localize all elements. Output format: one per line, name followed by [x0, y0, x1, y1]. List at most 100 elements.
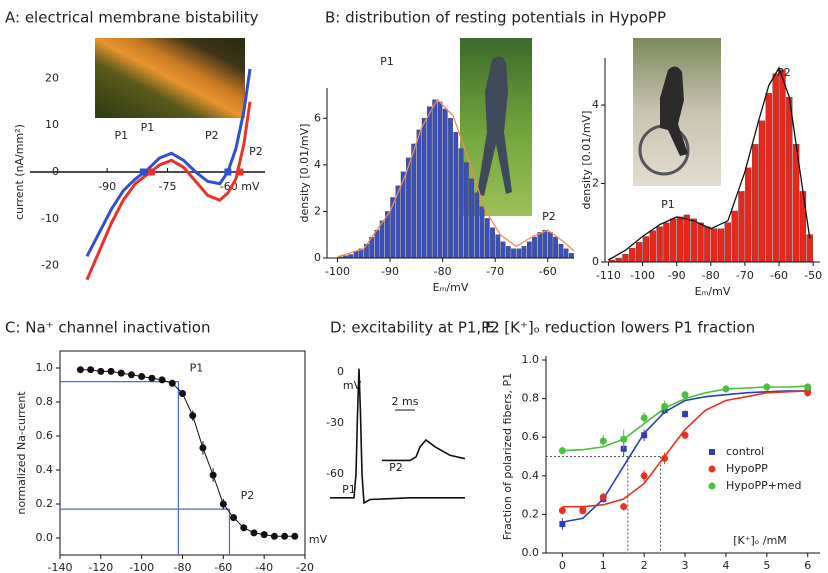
legend-label: HypoPP: [726, 462, 768, 475]
point: [230, 514, 238, 522]
bar: [635, 242, 643, 263]
y-axis-label: density [0.01/mV]: [580, 111, 593, 210]
bar: [500, 241, 506, 259]
fixed-point: [224, 168, 232, 176]
bar: [779, 69, 786, 263]
y-tick-label: 0: [592, 255, 599, 268]
annotation: P1: [661, 198, 675, 211]
x-tick-label: -75: [159, 180, 177, 193]
point: [804, 389, 812, 397]
bar: [717, 228, 725, 263]
fixed-point-label: P2: [249, 145, 263, 158]
x-tick-label: 0: [559, 559, 566, 572]
bar: [463, 162, 469, 259]
bar: [348, 254, 354, 259]
point: [763, 383, 771, 391]
x-tick-label: -50: [804, 269, 822, 282]
point: [558, 507, 566, 515]
y-tick-label: 4: [592, 98, 599, 111]
bar: [484, 218, 490, 259]
bar: [786, 97, 793, 263]
y-axis-label: density [0.01/mV]: [298, 124, 311, 223]
bar: [676, 216, 684, 263]
y-tick-label: 0.6: [522, 430, 540, 443]
x-axis-label: [K⁺]ₒ /mM: [733, 534, 787, 547]
x-tick-label: -100: [129, 561, 154, 573]
point: [148, 374, 156, 382]
legend-marker: [708, 482, 716, 490]
bar: [427, 106, 432, 259]
y-tick-label: 0.8: [36, 395, 54, 408]
y-tick-label: 4: [314, 158, 321, 171]
point: [682, 411, 689, 418]
bar: [490, 227, 495, 259]
point: [270, 532, 278, 540]
photo-figure: [477, 56, 512, 196]
curve: [85, 68, 252, 257]
fixed-point-label: P2: [205, 129, 219, 142]
point: [219, 500, 227, 508]
point: [291, 532, 299, 540]
point: [250, 529, 258, 537]
point: [661, 402, 669, 410]
voltage-trace: [330, 368, 465, 505]
bar: [806, 234, 813, 263]
x-axis-label: Eₘ/mV: [695, 285, 731, 298]
point: [97, 367, 105, 375]
point: [189, 412, 197, 420]
y-tick-label: 0: [314, 251, 321, 264]
bar: [421, 118, 427, 259]
x-tick-label: -90: [98, 180, 116, 193]
y-tick-label: -10: [41, 212, 59, 225]
x-tick-label: -70: [486, 265, 504, 278]
bar: [526, 241, 532, 259]
y-axis-label: Fraction of polarized fibers, P1: [501, 373, 514, 540]
y-tick-label: 0.2: [36, 497, 54, 510]
point: [260, 531, 268, 539]
bar: [738, 191, 745, 263]
point: [641, 432, 648, 439]
point: [559, 521, 566, 528]
panel-title: E: [K⁺]ₒ reduction lowers P1 fraction: [485, 319, 755, 337]
bar: [453, 132, 459, 259]
y-tick-label: 2: [314, 204, 321, 217]
point: [681, 431, 689, 439]
bar: [537, 232, 543, 259]
bar: [622, 254, 629, 263]
panel-title: C: Na⁺ channel inactivation: [5, 319, 210, 337]
y-tick-label: -60: [326, 467, 344, 480]
legend-marker: [709, 449, 715, 455]
x-tick-label: -80: [174, 561, 192, 573]
fixed-point-label: P1: [115, 129, 129, 142]
bar: [724, 222, 732, 263]
bar: [458, 148, 464, 259]
bar: [765, 93, 772, 263]
y-tick-label: 0: [52, 165, 59, 178]
bar: [474, 192, 480, 259]
y-tick-label: 0: [337, 365, 344, 378]
bar: [495, 234, 501, 259]
bar: [697, 222, 704, 263]
bar: [642, 236, 650, 263]
bar: [558, 243, 564, 259]
panel-title: D: excitability at P1,P2: [330, 319, 500, 337]
bar: [670, 218, 677, 263]
bar: [758, 120, 766, 263]
x-axis-label: Eₘ/mV: [433, 281, 469, 294]
x-tick-label: -60: [539, 265, 557, 278]
annotation: P2: [777, 66, 791, 79]
x-unit: mV: [309, 533, 328, 546]
bar: [553, 236, 558, 259]
bar: [629, 248, 636, 263]
y-axis-label: normalized Na-current: [15, 391, 28, 515]
fit-curve: [80, 369, 295, 537]
bar: [448, 118, 453, 259]
point: [620, 503, 628, 511]
bar: [437, 101, 443, 259]
x-tick-label: -40: [255, 561, 273, 573]
point: [209, 471, 217, 479]
scale-bar-label: 2 ms: [392, 395, 419, 408]
point: [138, 373, 146, 380]
point: [199, 444, 207, 452]
